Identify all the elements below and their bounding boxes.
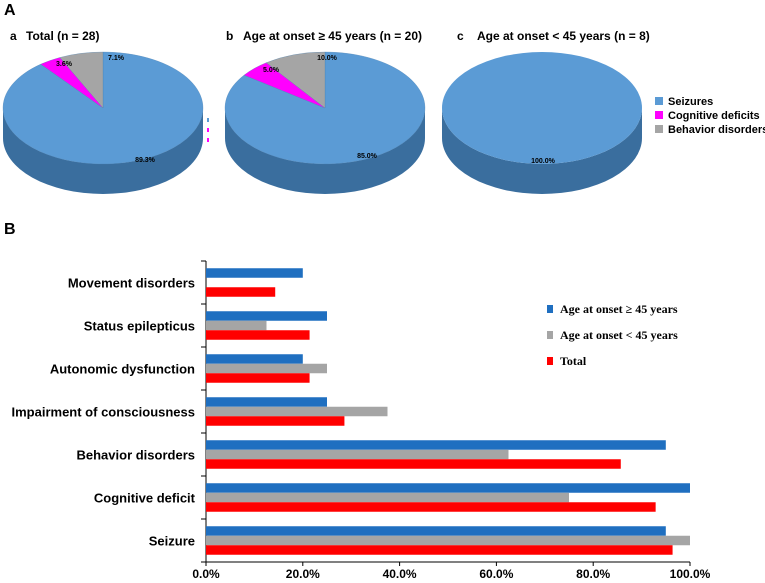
pie-label-cognitive-deficits: 3.6% xyxy=(56,61,73,68)
category-label-seizure: Seizure xyxy=(149,534,195,549)
pie-label-seizures: 85.0% xyxy=(357,153,378,160)
panel-b-label: B xyxy=(4,221,16,238)
bar-chart: Movement disorders Status epilepticus Auto… xyxy=(12,260,711,581)
bar-legend-total: Total xyxy=(560,354,587,368)
pie-legend-swatch-cognitive xyxy=(655,111,663,119)
bar-total-movement-disorders xyxy=(206,287,276,297)
pie-chart-onset-ge45: 85.0% 5.0% 10.0% xyxy=(224,51,426,194)
pie-label-behavior-disorders: 7.1% xyxy=(108,55,125,62)
pie-b-title-text: Age at onset ≥ 45 years (n = 20) xyxy=(243,29,422,43)
pie-a-letter: a xyxy=(10,29,17,43)
bar-age-at-onset-45-years-impairment-of-consciousness xyxy=(206,406,388,417)
pie-slice-seizures xyxy=(442,52,642,164)
bar-total-impairment-of-consciousness xyxy=(206,416,345,426)
bar-age-at-onset-45-years-movement-disorders xyxy=(206,268,303,278)
pie-label-behavior-disorders: 10.0% xyxy=(317,55,338,62)
bar-total-autonomic-dysfunction xyxy=(206,373,310,383)
category-label-impairment-of-consciousness: Impairment of consciousness xyxy=(12,405,196,420)
bar-age-at-onset-45-years-cognitive-deficit xyxy=(206,492,569,503)
bar-legend-ge45: Age at onset ≥ 45 years xyxy=(560,302,678,316)
bar-total-status-epilepticus xyxy=(206,330,310,340)
pie-side-seizures xyxy=(225,108,425,194)
x-tick-label: 60.0% xyxy=(479,567,513,581)
category-label-behavior-disorders: Behavior disorders xyxy=(77,448,196,463)
bar-legend: Age at onset ≥ 45 years Age at onset < 4… xyxy=(547,302,678,368)
pie-legend-seizures: Seizures xyxy=(668,96,713,108)
bar-age-at-onset-45-years-status-epilepticus xyxy=(206,320,267,331)
pie-side-seizures xyxy=(3,108,203,194)
bar-age-at-onset-45-years-status-epilepticus xyxy=(206,311,327,321)
x-tick-label: 80.0% xyxy=(576,567,610,581)
category-label-autonomic-dysfunction: Autonomic dysfunction xyxy=(50,362,195,377)
pie-legend-swatch-behavior xyxy=(655,125,663,133)
bar-age-at-onset-45-years-seizure xyxy=(206,535,690,546)
x-tick-label: 20.0% xyxy=(286,567,320,581)
pie-c-letter: c xyxy=(457,29,464,43)
pie-legend-behavior: Behavior disorders xyxy=(668,124,765,136)
bar-age-at-onset-45-years-cognitive-deficit xyxy=(206,483,690,493)
bar-age-at-onset-45-years-behavior-disorders xyxy=(206,449,509,460)
bar-total-seizure xyxy=(206,545,673,555)
pie-slice-behavior-disorders xyxy=(59,51,104,109)
pie-chart-onset-lt45: 100.0% xyxy=(442,52,642,194)
bar-total-cognitive-deficit xyxy=(206,502,656,512)
pie-chart-total: 89.3% 3.6% 7.1% xyxy=(2,51,204,194)
pie-legend-swatch-seizures xyxy=(655,97,663,105)
bar-age-at-onset-45-years-seizure xyxy=(206,526,666,536)
pie-legend-cognitive: Cognitive deficits xyxy=(668,110,760,122)
pie-slice-behavior-disorders xyxy=(265,51,326,109)
category-label-movement-disorders: Movement disorders xyxy=(68,276,195,291)
bar-age-at-onset-45-years-impairment-of-consciousness xyxy=(206,397,327,407)
stray-mark-magenta xyxy=(207,128,209,132)
pie-legend: Seizures Cognitive deficits Behavior dis… xyxy=(655,96,765,136)
category-label-cognitive-deficit: Cognitive deficit xyxy=(94,491,196,506)
x-tick-labels: 0.0% 20.0% 40.0% 60.0% 80.0% 100.0% xyxy=(192,562,711,581)
pie-label-cognitive-deficits: 5.0% xyxy=(263,67,280,74)
bar-legend-lt45: Age at onset < 45 years xyxy=(560,328,678,342)
bar-age-at-onset-45-years-behavior-disorders xyxy=(206,440,666,450)
stray-mark-magenta-2 xyxy=(207,138,209,142)
bar-total-behavior-disorders xyxy=(206,459,621,469)
x-tick-label: 0.0% xyxy=(192,567,220,581)
pie-side-seizures xyxy=(442,108,642,194)
pie-label-seizures: 89.3% xyxy=(135,157,156,164)
bar-legend-swatch-ge45 xyxy=(547,305,553,313)
pie-a-title: a Total (n = 28) xyxy=(10,29,99,43)
pie-c-title-text: Age at onset < 45 years (n = 8) xyxy=(477,29,650,43)
pie-a-title-text: Total (n = 28) xyxy=(26,29,99,43)
pie-b-letter: b xyxy=(226,29,233,43)
bars xyxy=(206,268,690,555)
bar-age-at-onset-45-years-autonomic-dysfunction xyxy=(206,354,303,364)
pie-a-stray-marks xyxy=(207,118,209,142)
pie-c-title: c Age at onset < 45 years (n = 8) xyxy=(457,29,650,43)
pie-label-seizures: 100.0% xyxy=(531,158,556,165)
panel-a-label: A xyxy=(4,2,16,19)
stray-mark-blue xyxy=(207,118,209,122)
bar-legend-swatch-lt45 xyxy=(547,331,553,339)
pie-b-title: b Age at onset ≥ 45 years (n = 20) xyxy=(226,29,422,43)
bar-age-at-onset-45-years-autonomic-dysfunction xyxy=(206,363,327,374)
x-tick-label: 40.0% xyxy=(383,567,417,581)
category-labels: Movement disorders Status epilepticus Auto… xyxy=(12,276,196,549)
x-tick-label: 100.0% xyxy=(670,567,711,581)
category-label-status-epilepticus: Status epilepticus xyxy=(84,319,195,334)
bar-legend-swatch-total xyxy=(547,357,553,365)
category-ticks xyxy=(201,260,206,563)
